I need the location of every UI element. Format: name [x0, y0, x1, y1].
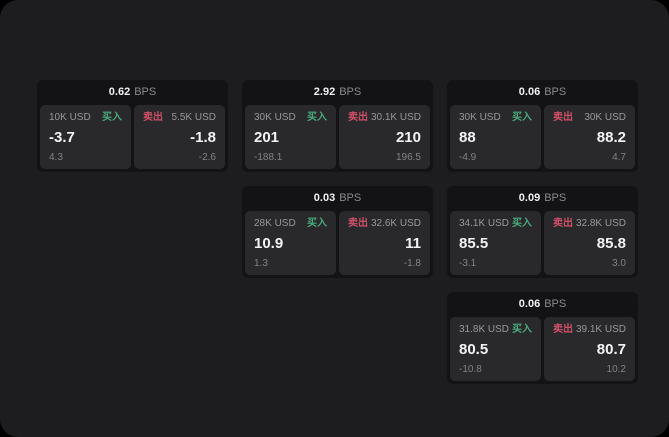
- buy-delta: -10.8: [459, 364, 482, 375]
- buy-quote-panel[interactable]: 30K USD 买入 201 -188.1: [245, 105, 336, 169]
- spread-value: 0.62: [108, 86, 131, 98]
- sell-quote-panel[interactable]: 卖出 32.8K USD 85.8 3.0: [544, 211, 635, 275]
- sell-delta: -1.8: [403, 258, 421, 269]
- quote-card-body: 34.1K USD 买入 85.5 -3.1 卖出 32.8K USD 85.8…: [447, 211, 638, 278]
- quote-card-body: 28K USD 买入 10.9 1.3 卖出 32.6K USD 11 -1.8: [242, 211, 433, 278]
- sell-label: 卖出: [348, 218, 368, 229]
- spread-unit: BPS: [134, 86, 157, 98]
- quote-card-body: 31.8K USD 买入 80.5 -10.8 卖出 39.1K USD 80.…: [447, 317, 638, 384]
- sell-size: 32.8K USD: [575, 218, 626, 229]
- buy-label: 买入: [512, 218, 532, 229]
- buy-label: 买入: [307, 218, 327, 229]
- sell-size: 30K USD: [584, 112, 626, 123]
- sell-quote-panel[interactable]: 卖出 30K USD 88.2 4.7: [544, 105, 635, 169]
- spread-value: 0.03: [313, 192, 336, 204]
- sell-price: 85.8: [596, 234, 626, 252]
- sell-price: 80.7: [596, 340, 626, 358]
- buy-delta: -3.1: [459, 258, 477, 269]
- buy-label: 买入: [512, 112, 532, 123]
- sell-label: 卖出: [348, 112, 368, 123]
- buy-price: -3.7: [49, 128, 75, 146]
- spread-value: 0.09: [518, 192, 541, 204]
- buy-size: 30K USD: [254, 112, 296, 123]
- spread-unit: BPS: [339, 192, 362, 204]
- sell-price: -1.8: [190, 128, 216, 146]
- sell-label: 卖出: [553, 324, 573, 335]
- buy-price: 85.5: [459, 234, 489, 252]
- sell-price: 210: [395, 128, 421, 146]
- sell-size: 39.1K USD: [575, 324, 626, 335]
- buy-quote-panel[interactable]: 10K USD 买入 -3.7 4.3: [40, 105, 131, 169]
- buy-quote-panel[interactable]: 31.8K USD 买入 80.5 -10.8: [450, 317, 541, 381]
- sell-delta: -2.6: [198, 152, 216, 163]
- sell-price: 11: [405, 234, 421, 252]
- spread-header: 0.06 BPS: [447, 80, 638, 105]
- buy-size: 30K USD: [459, 112, 501, 123]
- quote-card: 0.62 BPS 10K USD 买入 -3.7 4.3 卖出 5.5K USD: [37, 80, 228, 172]
- quote-card-body: 10K USD 买入 -3.7 4.3 卖出 5.5K USD -1.8 -2.…: [37, 105, 228, 172]
- quote-card: 0.03 BPS 28K USD 买入 10.9 1.3 卖出 32.6K US…: [242, 186, 433, 278]
- spread-unit: BPS: [544, 86, 567, 98]
- buy-price: 201: [254, 128, 280, 146]
- spread-header: 2.92 BPS: [242, 80, 433, 105]
- spread-unit: BPS: [544, 298, 567, 310]
- spread-value: 0.06: [518, 298, 541, 310]
- quote-card-body: 30K USD 买入 201 -188.1 卖出 30.1K USD 210 1…: [242, 105, 433, 172]
- sell-label: 卖出: [553, 112, 573, 123]
- sell-label: 卖出: [143, 112, 163, 123]
- buy-size: 28K USD: [254, 218, 296, 229]
- spread-unit: BPS: [544, 192, 567, 204]
- buy-quote-panel[interactable]: 34.1K USD 买入 85.5 -3.1: [450, 211, 541, 275]
- quote-card: 0.06 BPS 30K USD 买入 88 -4.9 卖出 30K USD: [447, 80, 638, 172]
- spread-unit: BPS: [339, 86, 362, 98]
- sell-quote-panel[interactable]: 卖出 32.6K USD 11 -1.8: [339, 211, 430, 275]
- quote-card: 0.06 BPS 31.8K USD 买入 80.5 -10.8 卖出 39.1…: [447, 292, 638, 384]
- buy-size: 34.1K USD: [459, 218, 510, 229]
- sell-quote-panel[interactable]: 卖出 5.5K USD -1.8 -2.6: [134, 105, 225, 169]
- buy-label: 买入: [307, 112, 327, 123]
- spread-header: 0.06 BPS: [447, 292, 638, 317]
- buy-delta: -4.9: [459, 152, 477, 163]
- buy-label: 买入: [512, 324, 532, 335]
- buy-size: 31.8K USD: [459, 324, 510, 335]
- sell-delta: 196.5: [395, 152, 421, 163]
- buy-price: 88: [459, 128, 476, 146]
- buy-delta: 4.3: [49, 152, 63, 163]
- buy-price: 80.5: [459, 340, 489, 358]
- quote-card: 0.09 BPS 34.1K USD 买入 85.5 -3.1 卖出 32.8K…: [447, 186, 638, 278]
- buy-price: 10.9: [254, 234, 284, 252]
- sell-quote-panel[interactable]: 卖出 39.1K USD 80.7 10.2: [544, 317, 635, 381]
- sell-quote-panel[interactable]: 卖出 30.1K USD 210 196.5: [339, 105, 430, 169]
- spread-header: 0.62 BPS: [37, 80, 228, 105]
- quote-card-body: 30K USD 买入 88 -4.9 卖出 30K USD 88.2 4.7: [447, 105, 638, 172]
- buy-quote-panel[interactable]: 30K USD 买入 88 -4.9: [450, 105, 541, 169]
- sell-delta: 4.7: [612, 152, 626, 163]
- sell-size: 32.6K USD: [370, 218, 421, 229]
- spread-value: 0.06: [518, 86, 541, 98]
- spread-value: 2.92: [313, 86, 336, 98]
- sell-delta: 3.0: [612, 258, 626, 269]
- buy-delta: 1.3: [254, 258, 268, 269]
- buy-delta: -188.1: [254, 152, 283, 163]
- buy-label: 买入: [102, 112, 122, 123]
- buy-quote-panel[interactable]: 28K USD 买入 10.9 1.3: [245, 211, 336, 275]
- sell-price: 88.2: [596, 128, 626, 146]
- sell-size: 30.1K USD: [370, 112, 421, 123]
- quote-cards-grid: 0.62 BPS 10K USD 买入 -3.7 4.3 卖出 5.5K USD: [37, 80, 638, 384]
- sell-delta: 10.2: [606, 364, 626, 375]
- buy-size: 10K USD: [49, 112, 91, 123]
- spread-header: 0.03 BPS: [242, 186, 433, 211]
- spread-header: 0.09 BPS: [447, 186, 638, 211]
- sell-label: 卖出: [553, 218, 573, 229]
- sell-size: 5.5K USD: [171, 112, 216, 123]
- quote-card: 2.92 BPS 30K USD 买入 201 -188.1 卖出 30.1K …: [242, 80, 433, 172]
